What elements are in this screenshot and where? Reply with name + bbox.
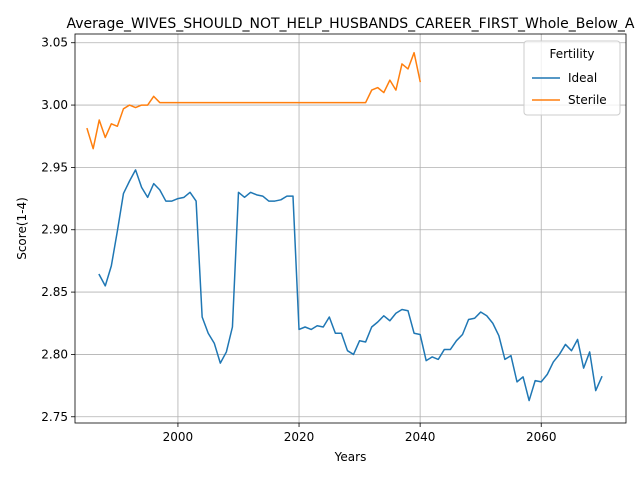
x-tick-label: 2000 [163, 430, 194, 444]
series-group [86, 51, 603, 402]
plot-frame [74, 33, 627, 424]
y-axis-ticks: 2.75 2.80 2.85 2.90 2.95 3.00 3.05 [41, 36, 75, 424]
series-line-sterile [86, 51, 422, 150]
y-axis-label: Score(1-4) [15, 197, 29, 260]
legend-entry-ideal: Ideal [568, 71, 597, 85]
x-axis-ticks: 2000 2020 2040 2060 [163, 423, 557, 444]
legend: Fertility Ideal Sterile [523, 40, 621, 116]
x-tick-label: 2060 [526, 430, 557, 444]
legend-entry-sterile: Sterile [568, 93, 607, 107]
y-tick-label: 2.75 [41, 410, 68, 424]
x-tick-label: 2040 [405, 430, 436, 444]
y-tick-label: 3.05 [41, 36, 68, 50]
chart-title: Average_WIVES_SHOULD_NOT_HELP_HUSBANDS_C… [66, 16, 634, 32]
series-line-ideal [98, 169, 603, 402]
x-tick-label: 2020 [284, 430, 315, 444]
legend-title: Fertility [549, 47, 594, 61]
legend-box [523, 40, 621, 116]
x-axis-label: Years [334, 450, 367, 464]
y-tick-label: 2.85 [41, 285, 68, 299]
y-tick-label: 2.90 [41, 223, 68, 237]
y-tick-label: 2.95 [41, 160, 68, 174]
y-tick-label: 2.80 [41, 347, 68, 361]
y-tick-label: 3.00 [41, 98, 68, 112]
